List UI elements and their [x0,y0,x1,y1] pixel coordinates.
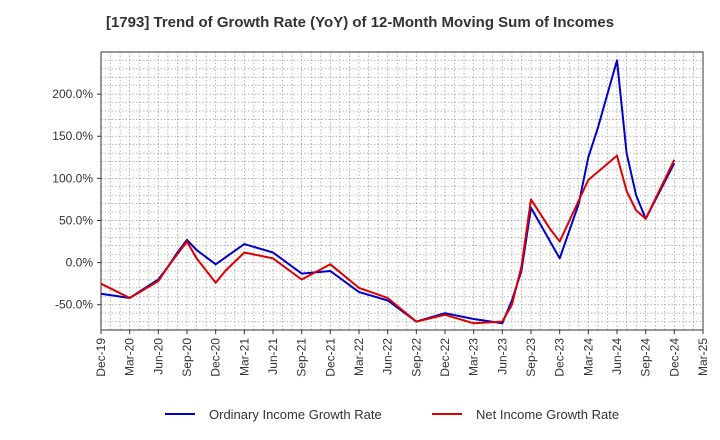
x-tick-label: Jun-24 [610,338,624,375]
x-tick-label: Mar-22 [352,338,366,376]
y-tick-label: -50.0% [55,298,93,312]
y-tick-label: 150.0% [52,129,93,143]
x-tick-label: Mar-24 [581,338,595,376]
y-tick-label: 0.0% [66,256,94,270]
legend-label-1: Ordinary Income Growth Rate [209,407,382,422]
x-tick-label: Jun-23 [495,338,509,375]
x-tick-label: Jun-22 [381,338,395,375]
y-tick-label: 100.0% [52,171,93,185]
y-tick-label: 200.0% [52,87,93,101]
x-tick-label: Dec-21 [323,338,337,377]
x-tick-label: Dec-20 [209,338,223,377]
plot-border [100,51,704,331]
x-tick-label: Dec-23 [553,338,567,377]
x-tick-label: Jun-21 [266,338,280,375]
x-tick-label: Mar-25 [696,338,710,376]
x-tick-label: Dec-22 [438,338,452,377]
series-line-2 [100,154,676,325]
x-tick-label: Mar-23 [467,338,481,376]
series-line-1 [100,59,676,325]
legend-label-2: Net Income Growth Rate [476,407,619,422]
x-tick-label: Sep-24 [639,338,653,377]
x-tick-label: Sep-21 [295,338,309,377]
x-tick-label: Dec-19 [94,338,108,377]
x-tick-label: Mar-21 [237,338,251,376]
x-tick-label: Sep-22 [409,338,423,377]
x-tick-label: Jun-20 [151,338,165,375]
x-tick-label: Mar-20 [123,338,137,376]
y-tick-label: 50.0% [59,213,93,227]
plot-area [101,52,703,330]
chart-title: [1793] Trend of Growth Rate (YoY) of 12-… [105,14,615,31]
x-tick-label: Sep-23 [524,338,538,377]
x-tick-label: Dec-24 [667,338,681,377]
x-tick-label: Sep-20 [180,338,194,377]
